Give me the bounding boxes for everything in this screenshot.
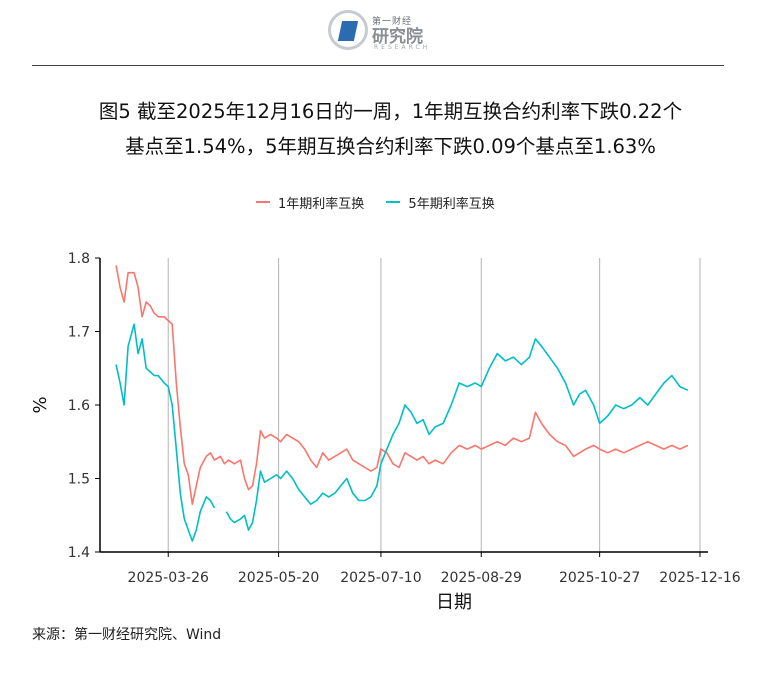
y-tick-label: 1.6: [68, 398, 90, 414]
logo-main-text: 研究院: [372, 27, 423, 47]
x-tick-label: 2025-05-20: [238, 570, 319, 586]
legend-item-series2: 5年期利率互换: [386, 193, 495, 212]
y-tick-label: 1.7: [68, 325, 90, 341]
chart-title: 图5 截至2025年12月16日的一周，1年期互换合约利率下跌0.22个 基点至…: [20, 94, 761, 164]
chart-axes: 2025-03-26 2025-05-20 2025-07-10 2025-08-29…: [68, 251, 741, 586]
x-tick-label: 2025-12-16: [659, 570, 740, 586]
x-tick-label: 2025-10-27: [559, 570, 640, 586]
legend-label-series2: 5年期利率互换: [408, 196, 495, 212]
series-line-2: [225, 338, 689, 531]
x-tick-label: 2025-03-26: [128, 570, 209, 586]
series-line-1: [115, 265, 689, 506]
legend-item-series1: 1年期利率互换: [256, 193, 364, 212]
chart-title-line2: 基点至1.54%，5年期互换合约利率下跌0.09个基点至1.63%: [125, 135, 656, 158]
y-tick-label: 1.5: [68, 472, 90, 488]
y-axis-label: %: [30, 396, 51, 413]
y-tick-label: 1.8: [68, 251, 90, 267]
y-tick-label: 1.4: [68, 545, 90, 561]
legend-swatch-series2: [386, 201, 401, 203]
header-divider: [32, 65, 724, 66]
x-axis-label: 日期: [436, 592, 472, 613]
logo-top-text: 第一财经: [372, 17, 413, 27]
logo-mark-icon: [328, 10, 368, 50]
series-line-2: [115, 323, 216, 542]
logo: 第一财经 研究院 RESEARCH: [328, 8, 438, 54]
chart-legend: 1年期利率互换 5年期利率互换: [256, 192, 513, 212]
legend-swatch-series1: [256, 201, 270, 203]
chart-lines: [115, 265, 689, 542]
chart-title-line1: 图5 截至2025年12月16日的一周，1年期互换合约利率下跌0.22个: [98, 100, 683, 123]
x-tick-label: 2025-07-10: [340, 570, 421, 586]
legend-label-series1: 1年期利率互换: [278, 196, 365, 212]
source-note: 来源：第一财经研究院、Wind: [32, 627, 222, 643]
chart-grid: [167, 258, 701, 552]
logo-sub-text: RESEARCH: [374, 44, 431, 51]
x-tick-label: 2025-08-29: [441, 570, 522, 586]
